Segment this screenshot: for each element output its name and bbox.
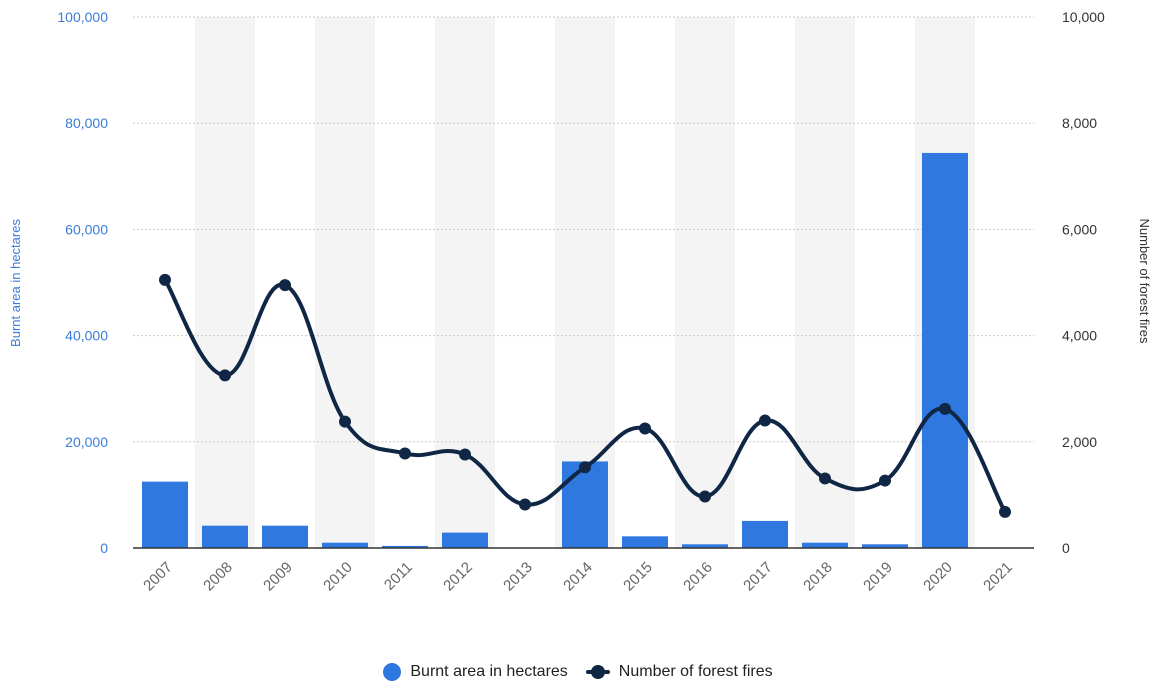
fires-point-2016: [699, 490, 711, 503]
y-right-tick-label: 8,000: [1062, 115, 1097, 131]
band-2012: [435, 17, 495, 548]
fires-point-2010: [339, 415, 351, 428]
y-left-tick-label: 20,000: [65, 434, 108, 450]
x-tick-label-2012: 2012: [440, 559, 476, 595]
chart: 0 0 20,000 2,000 40,000 4,000 60,000 6,000 80,00…: [8, 9, 1152, 595]
line-series: [159, 273, 1011, 518]
band-2008: [195, 17, 255, 548]
y-right-tick-label: 4,000: [1062, 328, 1097, 344]
bar-2018: [802, 542, 848, 548]
x-tick-label-2010: 2010: [320, 559, 356, 595]
x-tick-label-2008: 2008: [200, 559, 236, 595]
fires-point-2011: [399, 447, 411, 460]
x-tick-label-2018: 2018: [800, 559, 836, 595]
y-right-tick-label: 2,000: [1062, 434, 1097, 450]
y-right-tick-label: 10,000: [1062, 9, 1105, 25]
alternating-bands: [195, 17, 975, 548]
legend-swatch-bar: [383, 663, 402, 681]
legend-label-forest-fires: Number of forest fires: [618, 663, 773, 680]
bar-series: [142, 152, 968, 548]
fires-point-2013: [519, 498, 531, 511]
bar-2019: [862, 544, 908, 548]
x-tick-label-2017: 2017: [740, 559, 776, 595]
fires-point-2012: [459, 448, 471, 461]
y-left-tick-label: 100,000: [57, 9, 108, 25]
fires-point-2018: [819, 472, 831, 485]
fires-point-2021: [999, 505, 1011, 518]
band-2018: [795, 17, 855, 548]
x-tick-label-2011: 2011: [381, 559, 416, 594]
y-left-tick-label: 0: [100, 540, 108, 556]
x-tick-label-2007: 2007: [140, 559, 176, 595]
x-tick-label-2009: 2009: [260, 559, 296, 595]
y-left-tick-label: 60,000: [65, 221, 108, 237]
fires-point-2017: [759, 414, 771, 427]
fires-point-2019: [879, 474, 891, 487]
legend-item-burnt-area[interactable]: Burnt area in hectares: [383, 663, 568, 681]
y-right-tick-label: 6,000: [1062, 221, 1097, 237]
fires-point-2020: [939, 402, 951, 415]
fires-point-2007: [159, 273, 171, 286]
band-2014: [555, 17, 615, 548]
y-left-tick-label: 80,000: [65, 115, 108, 131]
fires-point-2014: [579, 461, 591, 474]
bar-2015: [622, 536, 668, 548]
legend-swatch-line: [585, 663, 610, 681]
bar-2017: [742, 520, 788, 548]
x-tick-label-2015: 2015: [620, 559, 656, 595]
x-tick-label-2020: 2020: [920, 559, 956, 595]
bar-2008: [202, 525, 248, 548]
bar-2007: [142, 481, 188, 548]
x-tick-label-2016: 2016: [680, 559, 716, 595]
legend-item-forest-fires[interactable]: Number of forest fires: [585, 663, 773, 681]
x-tick-label-2014: 2014: [560, 559, 596, 595]
y-left-tick-label: 40,000: [65, 328, 108, 344]
bar-2012: [442, 532, 488, 548]
x-tick-label-2013: 2013: [500, 559, 536, 595]
band-2010: [315, 17, 375, 548]
bar-2011: [382, 545, 428, 548]
fires-point-2008: [219, 369, 231, 382]
bar-2010: [322, 542, 368, 548]
bar-2009: [262, 525, 308, 548]
bar-2016: [682, 544, 728, 548]
legend-label-burnt-area: Burnt area in hectares: [410, 663, 568, 680]
bar-2020: [922, 152, 968, 548]
y-right-axis-title: Number of forest fires: [1137, 219, 1152, 344]
fires-point-2009: [279, 279, 291, 292]
x-tick-label-2019: 2019: [860, 559, 896, 595]
band-2016: [675, 17, 735, 548]
legend: Burnt area in hectares Number of forest …: [0, 663, 1156, 681]
fires-point-2015: [639, 422, 651, 435]
x-tick-label-2021: 2021: [980, 559, 1016, 595]
y-left-axis-title: Burnt area in hectares: [8, 219, 23, 347]
y-right-tick-label: 0: [1062, 540, 1070, 556]
bar-2014: [562, 461, 608, 548]
